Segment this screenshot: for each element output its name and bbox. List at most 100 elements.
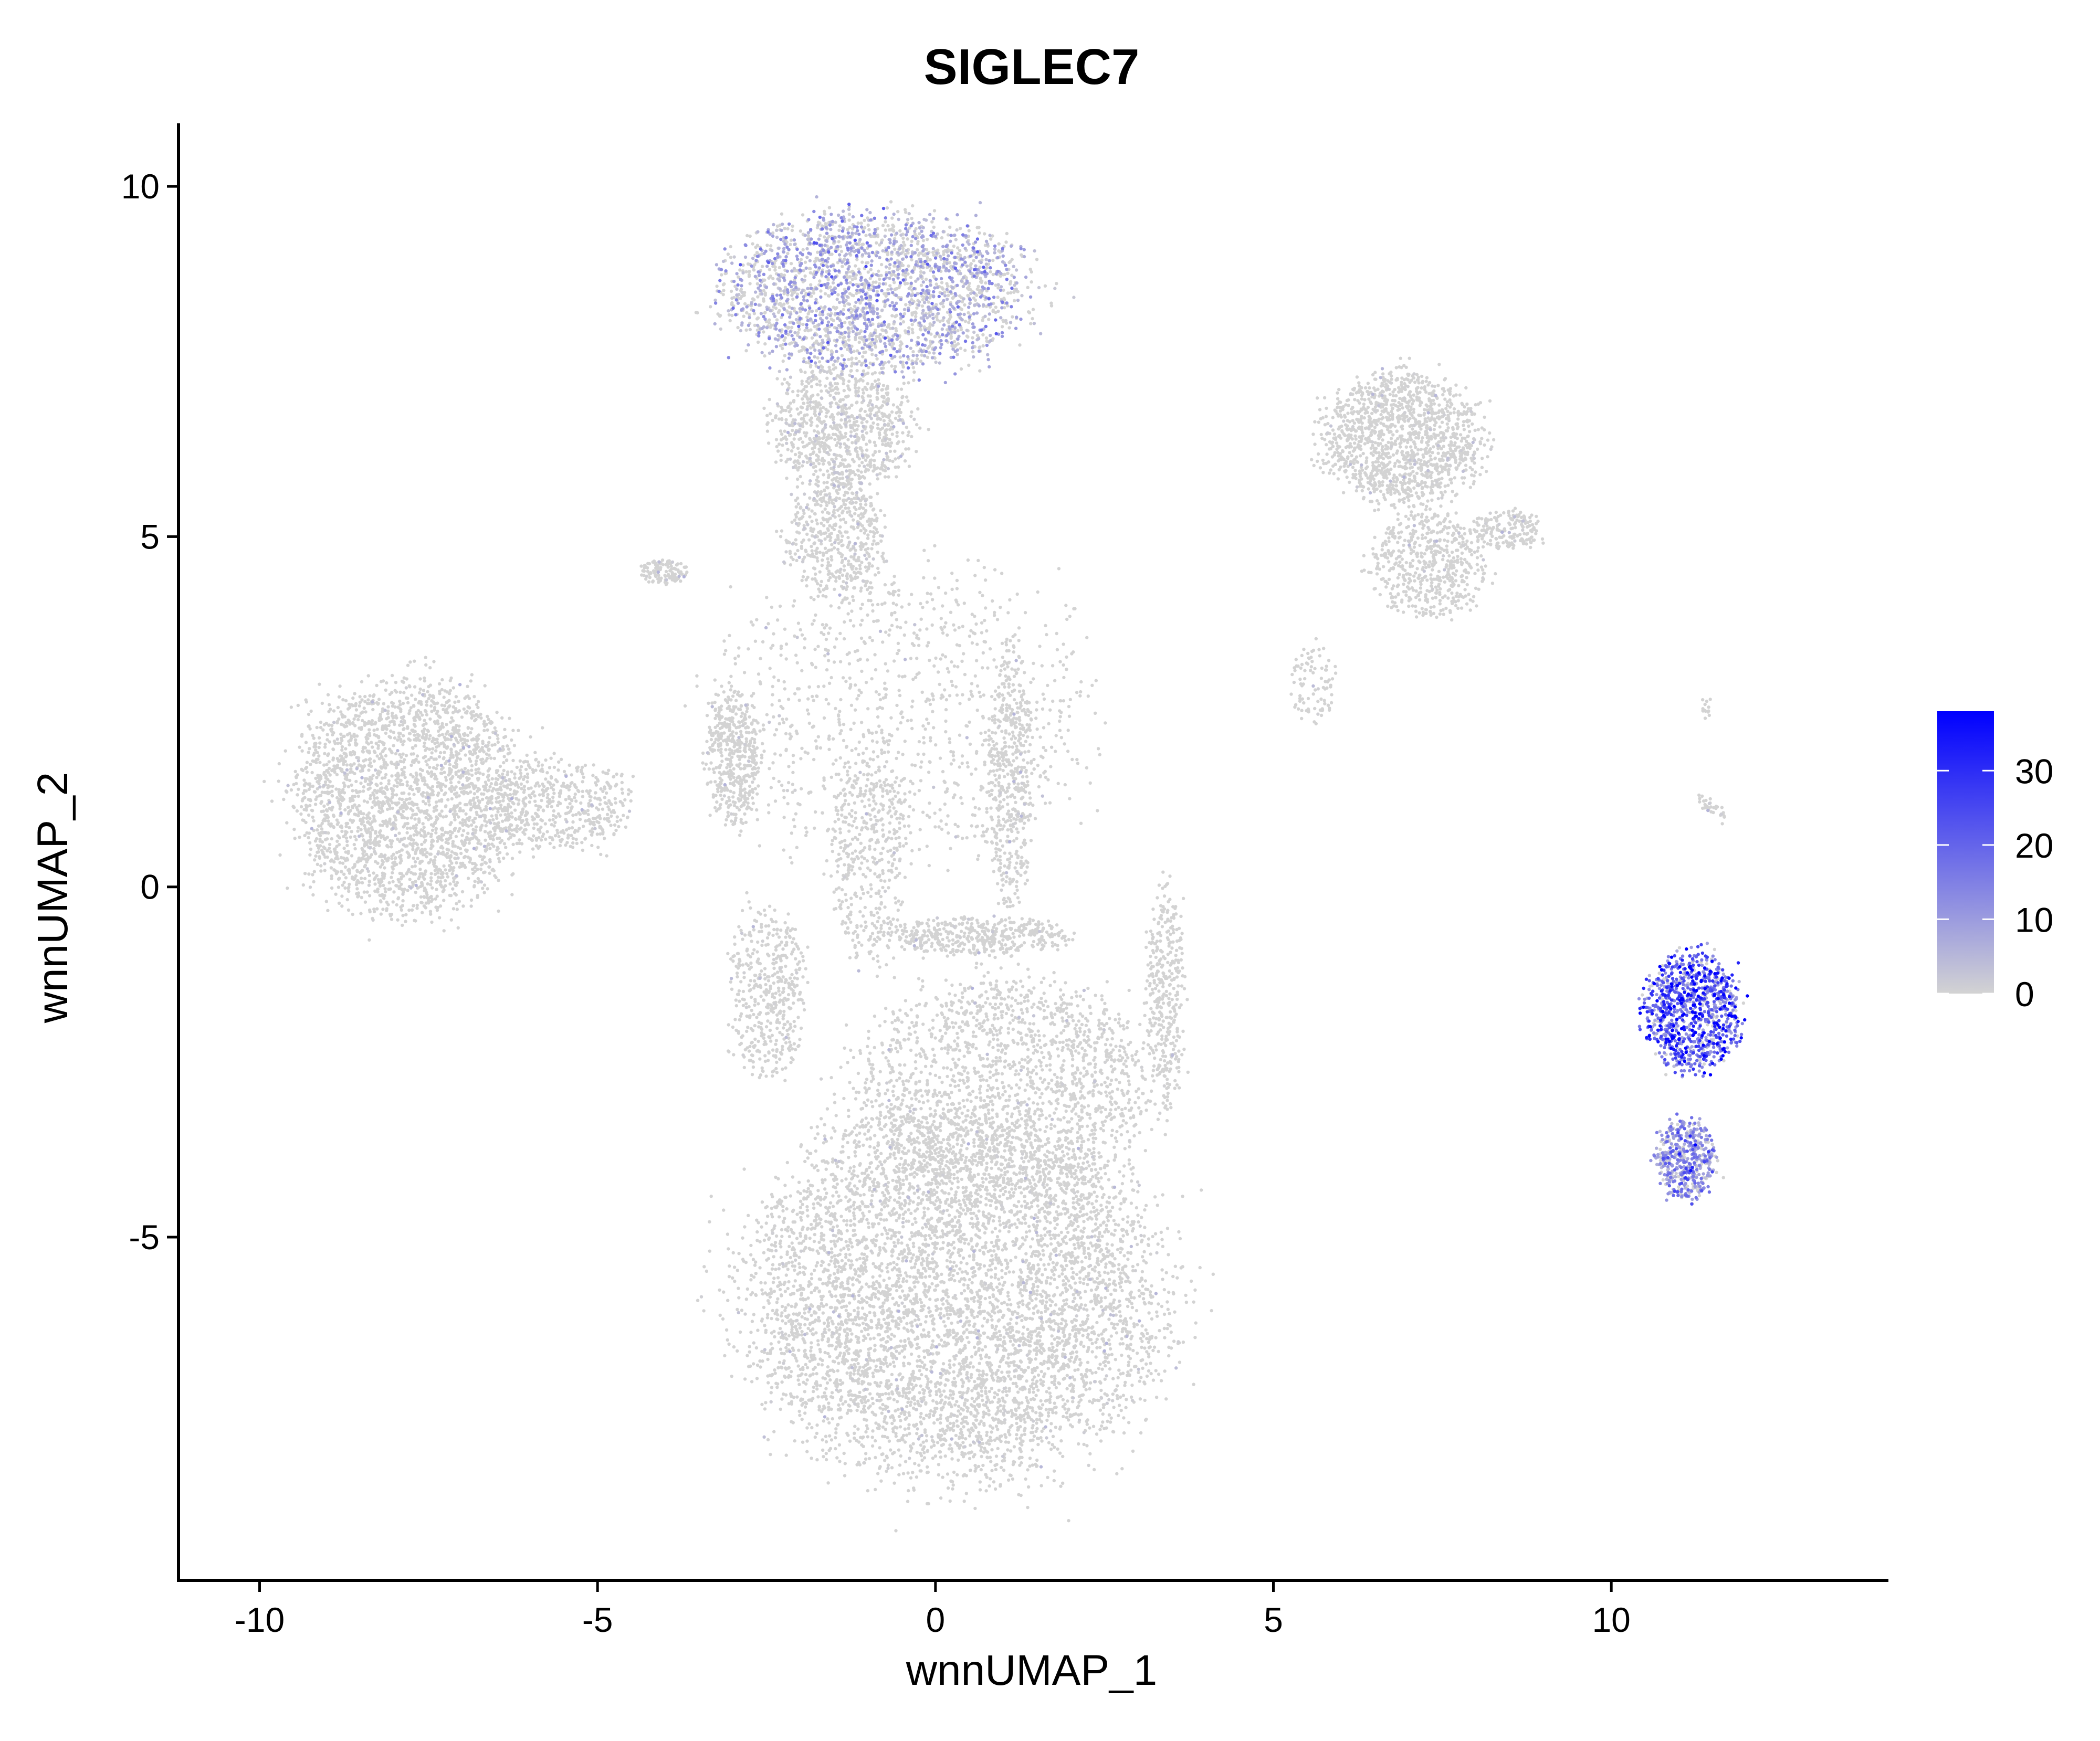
cell-point xyxy=(1004,1389,1008,1394)
cell-point xyxy=(1094,1355,1098,1359)
cell-point xyxy=(1129,1368,1133,1372)
cell-point xyxy=(840,1281,844,1285)
cell-point xyxy=(912,1150,916,1154)
cell-point xyxy=(827,1401,831,1405)
cell-point xyxy=(891,1392,895,1396)
cell-point xyxy=(1064,1109,1068,1113)
cell-point xyxy=(1181,1341,1185,1344)
cell-point xyxy=(786,1286,790,1291)
cell-point xyxy=(913,1462,917,1465)
cell-point xyxy=(1140,1291,1144,1295)
cell-point xyxy=(952,1470,956,1474)
cell-point xyxy=(848,1339,852,1343)
cell-point xyxy=(1048,1360,1052,1364)
cell-point xyxy=(865,1255,869,1259)
cell-point xyxy=(868,1145,872,1148)
cell-point xyxy=(854,1154,857,1158)
cell-point xyxy=(1125,1297,1129,1301)
cell-point xyxy=(930,1439,934,1442)
cell-point xyxy=(780,1380,784,1384)
cell-point xyxy=(1103,1270,1107,1274)
cell-point xyxy=(970,1313,974,1317)
cell-point xyxy=(955,1400,959,1404)
cell-point xyxy=(920,1198,923,1202)
cell-point xyxy=(1031,1282,1035,1286)
cell-point xyxy=(958,1362,961,1366)
cell-point xyxy=(941,1107,946,1111)
cell-point xyxy=(1051,1434,1055,1438)
cell-point xyxy=(900,1241,904,1245)
cell-point xyxy=(940,1272,943,1276)
cell-point xyxy=(905,1312,909,1316)
cell-point xyxy=(823,1160,827,1164)
cell-point xyxy=(1141,1358,1144,1362)
cell-point xyxy=(814,1149,818,1153)
cell-point xyxy=(940,1217,944,1220)
cell-point xyxy=(839,1238,843,1241)
cell-point xyxy=(1005,1261,1010,1265)
cell-point xyxy=(1178,1237,1182,1241)
cell-point xyxy=(833,1261,837,1265)
cell-point xyxy=(941,1427,944,1431)
cell-point xyxy=(982,1423,986,1427)
cell-point xyxy=(1002,1193,1005,1197)
cell-point xyxy=(932,1268,936,1271)
cell-point xyxy=(1036,1204,1040,1208)
cell-point xyxy=(980,1394,984,1398)
cell-point xyxy=(1211,1272,1215,1276)
cell-point xyxy=(883,1417,887,1420)
cell-point xyxy=(990,1214,993,1218)
cell-point xyxy=(972,1144,976,1148)
cell-point xyxy=(976,1377,980,1380)
cell-point xyxy=(990,1262,994,1265)
cell-point xyxy=(1108,1367,1112,1371)
cell-point xyxy=(874,1487,877,1492)
cell-point xyxy=(799,1199,803,1203)
cell-point xyxy=(1085,1419,1088,1423)
cell-point xyxy=(1139,1376,1143,1379)
cell-point xyxy=(923,1284,927,1288)
cell-point xyxy=(1009,1473,1013,1478)
cell-point xyxy=(993,1311,996,1315)
cell-point xyxy=(1002,1468,1006,1472)
cell-point xyxy=(1109,1292,1113,1296)
cell-point xyxy=(1112,1145,1116,1149)
cell-point xyxy=(934,1304,938,1308)
cell-point xyxy=(1012,1129,1016,1133)
cell-point xyxy=(828,1378,832,1382)
cell-point xyxy=(842,1451,846,1455)
cell-point xyxy=(1141,1284,1144,1288)
cell-point xyxy=(1072,1325,1075,1329)
cell-point xyxy=(1045,1183,1049,1187)
cell-point xyxy=(974,1225,978,1228)
cell-point xyxy=(1099,1388,1103,1392)
cell-point xyxy=(1192,1383,1195,1386)
cell-point xyxy=(976,1464,981,1469)
cell-point xyxy=(944,1225,949,1228)
cell-point xyxy=(800,1330,804,1334)
cell-point xyxy=(932,1328,936,1332)
cell-point xyxy=(1087,1164,1091,1168)
cell-point xyxy=(1105,1227,1108,1231)
cell-point xyxy=(942,1281,946,1284)
cell-point xyxy=(873,1222,876,1226)
cell-point xyxy=(1054,1411,1058,1415)
cell-point xyxy=(1107,1413,1111,1417)
cell-point xyxy=(1099,1439,1103,1443)
cell-point xyxy=(859,1410,864,1414)
cell-point xyxy=(1132,1322,1136,1326)
cell-point xyxy=(824,1219,828,1223)
cell-point xyxy=(1116,1322,1119,1326)
cell-point xyxy=(979,1354,983,1357)
cell-point xyxy=(1004,1440,1008,1444)
cell-point xyxy=(824,1458,828,1462)
cell-point xyxy=(1079,1373,1083,1377)
cell-point xyxy=(901,1375,905,1379)
cell-point xyxy=(1125,1230,1128,1233)
cell-point xyxy=(968,1469,972,1472)
cell-point xyxy=(1025,1259,1028,1262)
cell-point xyxy=(940,1393,943,1397)
cell-point xyxy=(831,1160,835,1164)
cell-point xyxy=(940,1398,944,1402)
cell-point xyxy=(978,1373,982,1377)
